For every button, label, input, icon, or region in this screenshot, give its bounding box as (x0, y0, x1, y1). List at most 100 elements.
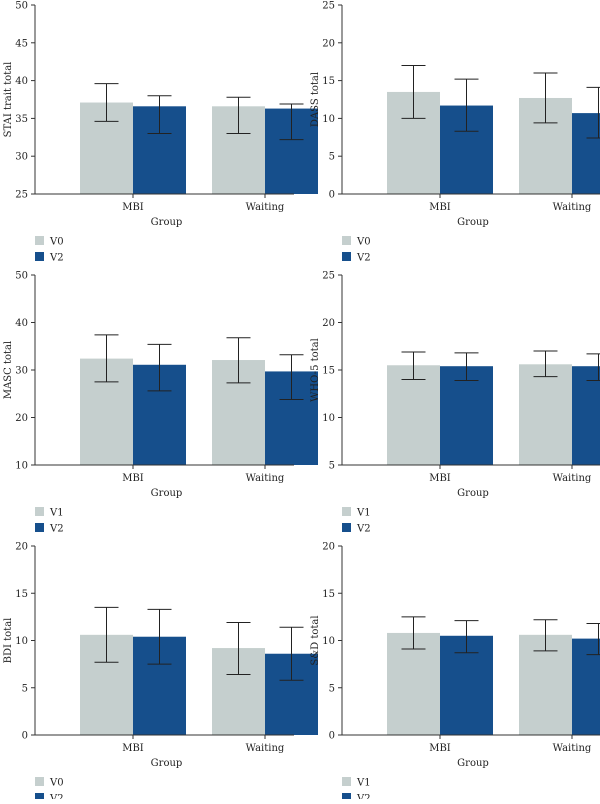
y-tick-label: 30 (15, 366, 28, 377)
y-tick-label: 50 (15, 1, 28, 12)
legend-swatch-v2 (342, 793, 351, 799)
y-tick-label: 15 (322, 589, 335, 600)
y-axis-title: DASS total (310, 72, 321, 127)
legend-swatch-v2 (342, 252, 351, 261)
x-axis-title: Group (457, 488, 489, 499)
legend-swatch-v2 (35, 523, 44, 532)
chart-panel-5: 0 5 10 15 20 MBI Waiting Group BDI total V0 V2 (3, 542, 318, 800)
legend-swatch-v2 (35, 793, 44, 799)
x-tick-label: Waiting (246, 743, 285, 754)
y-tick-label: 0 (329, 731, 335, 742)
legend-label-v0: V0 (49, 237, 64, 248)
x-tick-label: MBI (122, 743, 144, 754)
y-axis-title: BDI total (3, 618, 14, 664)
bar-v2-waiting (572, 366, 600, 465)
x-tick-label: MBI (122, 473, 144, 484)
x-tick-label: MBI (429, 202, 451, 213)
y-tick-label: 20 (15, 542, 28, 553)
legend-label-v0: V0 (356, 237, 371, 248)
y-tick-label: 0 (22, 731, 28, 742)
chart-panel-1: 25 30 35 40 45 50 MBI Waiting Group STAI trait to… (3, 1, 318, 264)
y-tick-label: 15 (322, 76, 335, 87)
legend-swatch-v1 (342, 507, 351, 516)
x-axis-title: Group (151, 758, 183, 769)
y-axis-title: S&D total (310, 615, 321, 665)
legend-swatch-v0 (342, 236, 351, 245)
y-tick-label: 40 (15, 76, 28, 87)
y-tick-label: 10 (322, 114, 335, 125)
y-axis-title: MASC total (3, 341, 14, 399)
legend-label-v0: V0 (49, 778, 64, 789)
x-axis-title: Group (151, 217, 183, 228)
bar-v2-waiting (572, 639, 600, 735)
legend: V1 V2 (342, 777, 371, 799)
y-tick-label: 20 (322, 318, 335, 329)
x-tick-label: MBI (429, 473, 451, 484)
x-tick-label: MBI (429, 743, 451, 754)
legend-swatch-v1 (342, 777, 351, 786)
y-tick-label: 15 (15, 589, 28, 600)
legend-label-v1: V1 (356, 778, 371, 789)
legend-label-v2: V2 (49, 794, 64, 800)
legend: V0 V2 (35, 777, 64, 799)
legend-label-v2: V2 (49, 253, 64, 264)
bar-v2-waiting (572, 113, 600, 194)
x-tick-label: Waiting (246, 473, 285, 484)
x-axis-title: Group (457, 217, 489, 228)
x-tick-label: Waiting (553, 743, 592, 754)
y-tick-label: 20 (322, 38, 335, 49)
bar-v2-mbi (440, 366, 493, 465)
x-tick-label: Waiting (553, 202, 592, 213)
y-axis-title: STAI trait total (3, 62, 14, 138)
y-tick-label: 50 (15, 271, 28, 282)
y-tick-label: 10 (15, 636, 28, 647)
legend-swatch-v0 (35, 236, 44, 245)
y-tick-label: 30 (15, 152, 28, 163)
legend-label-v2: V2 (356, 524, 371, 535)
y-tick-label: 15 (322, 366, 335, 377)
y-tick-label: 20 (322, 542, 335, 553)
x-axis-title: Group (457, 758, 489, 769)
legend-label-v2: V2 (356, 794, 371, 800)
y-tick-label: 5 (329, 683, 335, 694)
y-tick-label: 0 (329, 190, 335, 201)
legend-label-v1: V1 (356, 508, 371, 519)
y-tick-label: 20 (15, 413, 28, 424)
legend-label-v2: V2 (49, 524, 64, 535)
y-tick-label: 5 (329, 461, 335, 472)
chart-panel-6: 0 5 10 15 20 MBI Waiting Group S&D total V1 V2 (310, 542, 600, 800)
x-tick-label: Waiting (553, 473, 592, 484)
y-tick-label: 5 (329, 152, 335, 163)
bar-v1-mbi (387, 365, 440, 465)
y-tick-label: 35 (15, 114, 28, 125)
legend-label-v1: V1 (49, 508, 64, 519)
y-tick-label: 25 (322, 271, 335, 282)
legend-label-v2: V2 (356, 253, 371, 264)
x-axis-title: Group (151, 488, 183, 499)
bar-v1-waiting (519, 364, 572, 465)
y-tick-label: 10 (322, 636, 335, 647)
y-tick-label: 25 (322, 1, 335, 12)
legend-swatch-v2 (342, 523, 351, 532)
y-tick-label: 5 (22, 683, 28, 694)
y-tick-label: 40 (15, 318, 28, 329)
y-tick-label: 10 (322, 413, 335, 424)
legend-swatch-v1 (35, 507, 44, 516)
x-tick-label: MBI (122, 202, 144, 213)
y-tick-label: 45 (15, 38, 28, 49)
legend-swatch-v0 (35, 777, 44, 786)
legend-swatch-v2 (35, 252, 44, 261)
y-tick-label: 10 (15, 461, 28, 472)
y-tick-label: 25 (15, 190, 28, 201)
x-tick-label: Waiting (246, 202, 285, 213)
y-axis-title: WHO-5 total (310, 338, 321, 402)
